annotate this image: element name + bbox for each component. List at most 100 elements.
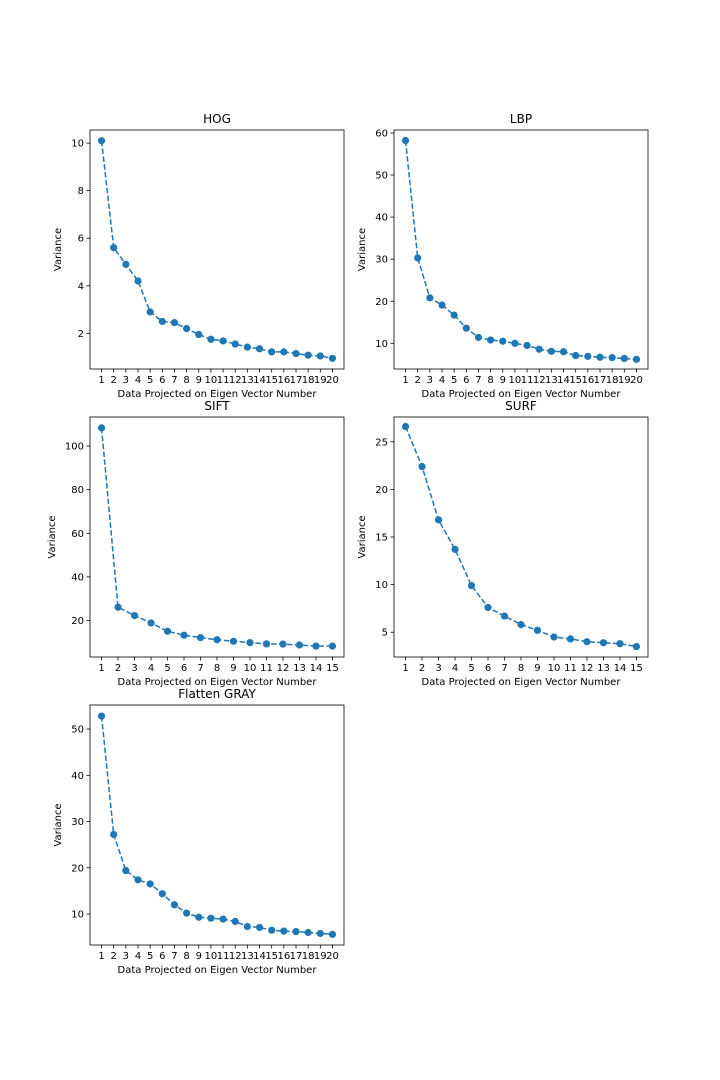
y-axis-label: Variance xyxy=(53,228,64,271)
x-tick-label: 11 xyxy=(217,375,230,386)
data-point xyxy=(219,337,227,345)
x-tick-label: 10 xyxy=(548,663,561,674)
x-tick-label: 17 xyxy=(290,375,303,386)
x-tick-label: 10 xyxy=(509,375,522,386)
data-point xyxy=(304,351,312,359)
x-tick-label: 15 xyxy=(326,663,339,674)
data-point xyxy=(401,136,410,145)
x-tick-label: 4 xyxy=(439,375,445,386)
y-tick-label: 20 xyxy=(71,863,84,874)
x-tick-label: 13 xyxy=(241,375,254,386)
y-tick-label: 6 xyxy=(78,234,84,245)
x-axis-label: Data Projected on Eigen Vector Number xyxy=(422,677,622,688)
x-tick-label: 19 xyxy=(618,375,631,386)
data-point xyxy=(170,901,179,909)
panel-title: SURF xyxy=(505,399,537,413)
x-tick-label: 16 xyxy=(277,951,290,962)
data-point xyxy=(414,254,422,262)
data-point xyxy=(535,345,543,353)
x-tick-label: 2 xyxy=(111,375,117,386)
data-point xyxy=(596,353,604,361)
panel-lbp: 1 2 3 4 5 6 7 8 9 10 11 12 13 14 15 16 17 18 19 20102030405… xyxy=(357,112,649,400)
x-tick-label: 5 xyxy=(164,663,170,674)
x-tick-label: 2 xyxy=(415,375,421,386)
series-line xyxy=(100,716,333,936)
data-point xyxy=(255,923,264,932)
x-tick-label: 15 xyxy=(630,663,643,674)
x-tick-label: 18 xyxy=(302,375,315,386)
data-point xyxy=(462,324,470,332)
y-tick-label: 4 xyxy=(78,281,84,292)
y-tick-label: 30 xyxy=(71,817,84,828)
data-point xyxy=(572,351,580,360)
x-tick-label: 12 xyxy=(581,663,594,674)
y-tick-label: 50 xyxy=(71,725,84,736)
y-tick-label: 60 xyxy=(375,128,388,139)
x-tick-label: 6 xyxy=(159,375,165,386)
data-point xyxy=(533,626,542,634)
data-point xyxy=(122,260,130,268)
x-tick-label: 7 xyxy=(171,951,177,962)
data-point xyxy=(426,294,434,302)
data-point xyxy=(110,830,118,839)
x-tick-label: 20 xyxy=(630,375,643,386)
data-point xyxy=(511,339,519,347)
y-tick-label: 80 xyxy=(71,485,84,496)
series-line xyxy=(404,426,637,648)
x-tick-label: 3 xyxy=(435,663,441,674)
panel-flatten-gray: 1 2 3 4 5 6 7 8 9 10 11 12 13 14 15 16 17 18 19 20102030405… xyxy=(53,687,345,976)
x-tick-label: 16 xyxy=(581,375,594,386)
x-tick-label: 11 xyxy=(260,663,273,674)
x-tick-label: 1 xyxy=(402,663,408,674)
x-tick-label: 6 xyxy=(181,663,187,674)
panel-title: HOG xyxy=(203,112,231,126)
y-tick-label: 10 xyxy=(375,580,388,591)
x-tick-label: 20 xyxy=(326,951,339,962)
x-tick-label: 3 xyxy=(131,663,137,674)
y-tick-label: 40 xyxy=(71,771,84,782)
y-tick-label: 30 xyxy=(375,255,388,266)
plot-frame xyxy=(393,129,649,370)
y-tick-label: 2 xyxy=(78,329,84,340)
data-point xyxy=(566,635,575,643)
y-tick-label: 25 xyxy=(375,437,388,448)
data-point xyxy=(608,354,616,362)
y-axis-label: Variance xyxy=(47,515,58,558)
data-point xyxy=(487,336,495,344)
x-tick-label: 5 xyxy=(451,375,457,386)
data-point xyxy=(280,927,288,935)
x-tick-label: 2 xyxy=(419,663,425,674)
plot-frame xyxy=(393,416,649,658)
x-tick-label: 20 xyxy=(326,375,339,386)
data-point xyxy=(632,355,641,363)
data-point xyxy=(231,340,239,348)
x-tick-label: 5 xyxy=(147,375,153,386)
x-tick-label: 7 xyxy=(501,663,507,674)
x-tick-label: 10 xyxy=(205,375,218,386)
data-point xyxy=(158,317,166,326)
x-tick-label: 1 xyxy=(98,951,104,962)
x-tick-label: 2 xyxy=(111,951,117,962)
data-point xyxy=(304,928,312,937)
y-axis-label: Variance xyxy=(53,803,64,846)
data-point xyxy=(114,603,122,611)
x-axis-label: Data Projected on Eigen Vector Number xyxy=(118,677,318,688)
x-tick-label: 15 xyxy=(265,375,278,386)
x-tick-label: 2 xyxy=(115,663,121,674)
x-tick-label: 4 xyxy=(148,663,154,674)
data-point xyxy=(584,352,592,360)
x-tick-label: 11 xyxy=(521,375,534,386)
x-tick-label: 10 xyxy=(244,663,257,674)
data-point xyxy=(243,343,251,351)
data-point xyxy=(196,633,205,642)
data-point xyxy=(316,352,324,360)
x-tick-label: 4 xyxy=(135,375,141,386)
data-point xyxy=(434,516,443,524)
y-tick-label: 20 xyxy=(375,485,388,496)
y-tick-label: 50 xyxy=(375,171,388,182)
x-tick-label: 9 xyxy=(230,663,236,674)
data-point xyxy=(517,621,525,629)
x-tick-label: 14 xyxy=(557,375,570,386)
panel-title: Flatten GRAY xyxy=(178,687,256,701)
data-point xyxy=(180,631,188,639)
